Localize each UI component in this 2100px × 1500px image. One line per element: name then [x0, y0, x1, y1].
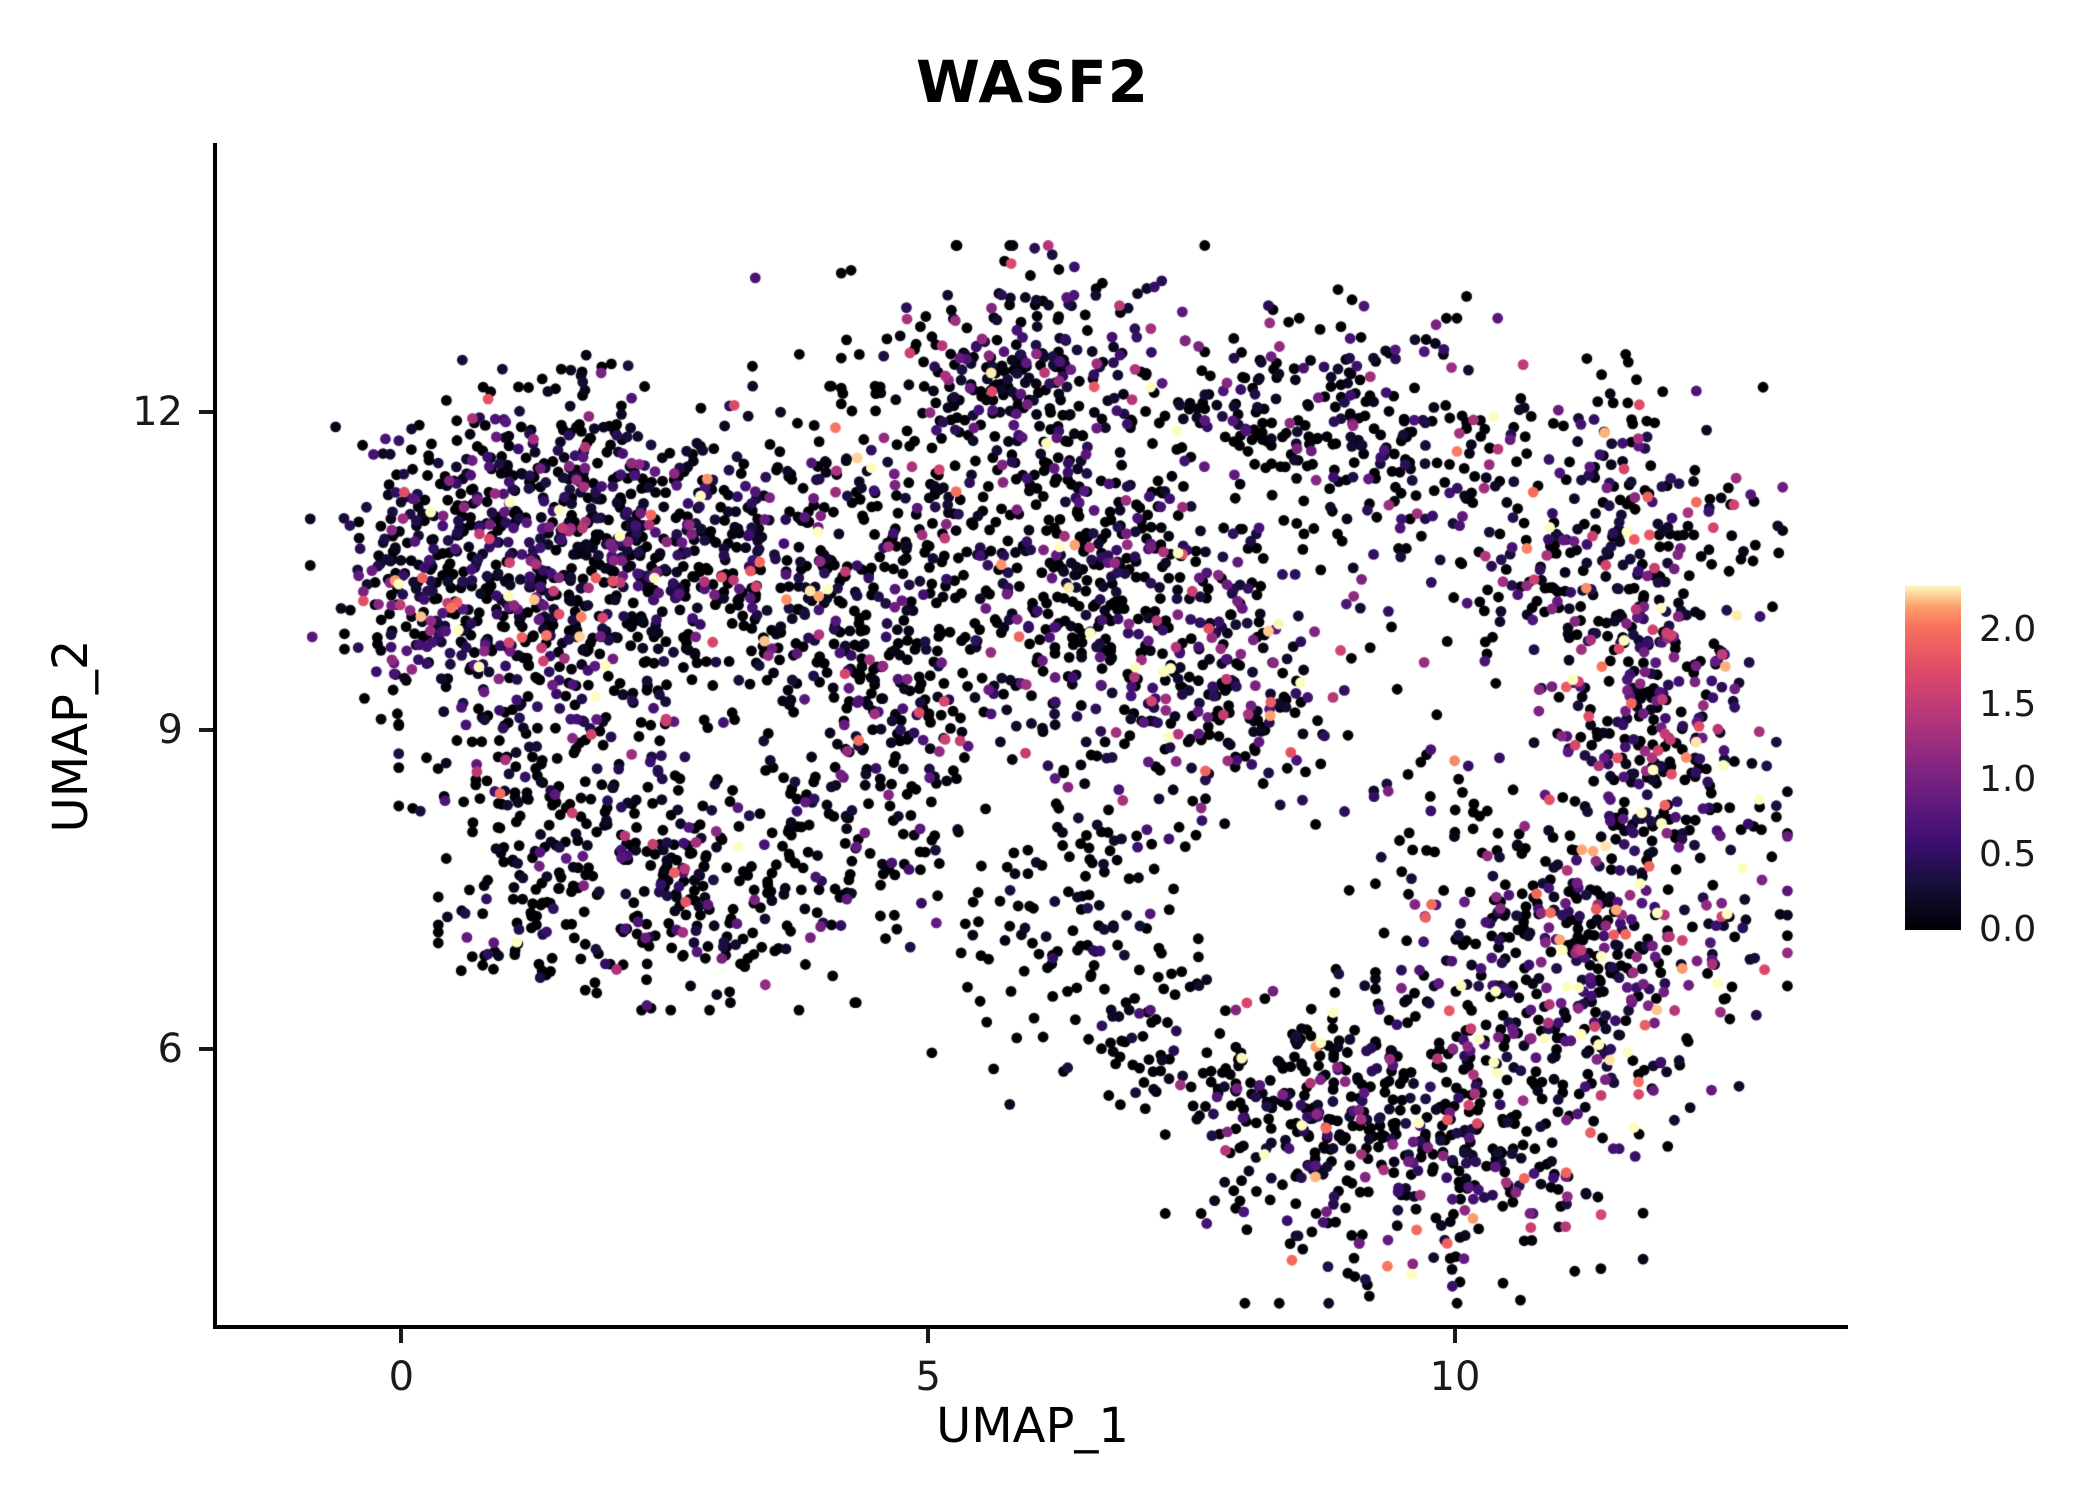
x-tick-label: 0 [388, 1354, 415, 1400]
scatter-points-canvas [217, 143, 1848, 1325]
x-tick-mark [1453, 1329, 1457, 1343]
colorbar-tick-label: 1.5 [1979, 684, 2037, 725]
x-tick-label: 10 [1429, 1354, 1481, 1400]
colorbar-tick-label: 0.5 [1979, 834, 2037, 875]
colorbar-tick-label: 2.0 [1979, 609, 2037, 650]
colorbar [1905, 585, 1961, 930]
y-tick-label: 12 [132, 388, 183, 435]
colorbar-tick-label: 1.0 [1979, 759, 2037, 800]
x-axis-label: UMAP_1 [936, 1398, 1129, 1454]
x-tick-mark [399, 1329, 404, 1343]
plot-area [217, 143, 1848, 1325]
y-axis-line [213, 143, 217, 1329]
y-tick-label: 9 [157, 707, 183, 754]
colorbar-gradient [1905, 585, 1961, 930]
plot-title: WASF2 [915, 48, 1149, 116]
y-axis-label: UMAP_2 [43, 639, 99, 833]
y-tick-label: 6 [157, 1025, 183, 1072]
x-axis-line [213, 1325, 1848, 1329]
colorbar-tick-label: 0.0 [1979, 909, 2037, 950]
x-tick-label: 5 [915, 1354, 941, 1400]
y-tick-mark [199, 1046, 213, 1051]
x-tick-mark [926, 1329, 931, 1343]
y-tick-mark [199, 409, 213, 414]
y-tick-mark [199, 728, 213, 733]
